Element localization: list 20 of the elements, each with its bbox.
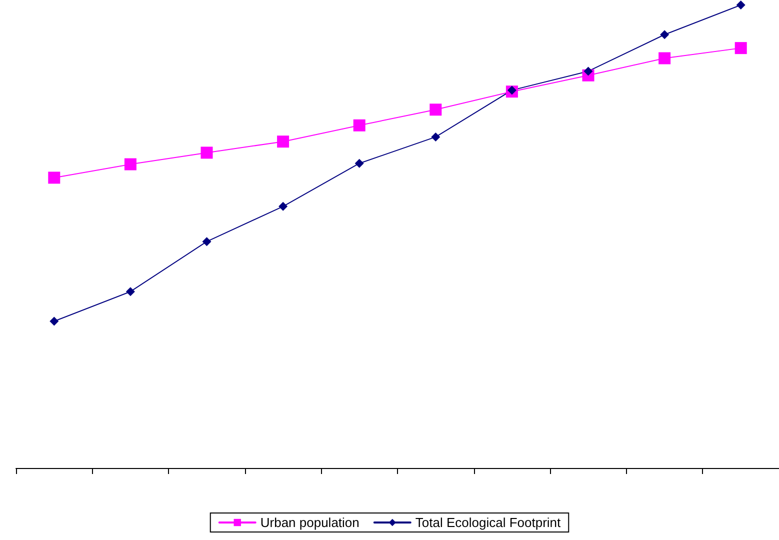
point [50, 316, 59, 326]
point [431, 132, 440, 142]
point [48, 172, 60, 184]
legend-label: Total Ecological Footprint [415, 515, 562, 530]
point [507, 86, 516, 95]
point [658, 52, 671, 64]
point [584, 66, 593, 76]
point [277, 136, 290, 148]
point [124, 158, 136, 170]
point [202, 237, 212, 246]
point [736, 0, 746, 10]
point [430, 104, 442, 116]
point [126, 287, 135, 296]
point [660, 30, 670, 40]
point [353, 119, 366, 132]
point [278, 202, 288, 211]
point [354, 158, 364, 168]
point [200, 146, 213, 159]
legend-label: Urban population [260, 515, 360, 530]
point [734, 42, 747, 54]
